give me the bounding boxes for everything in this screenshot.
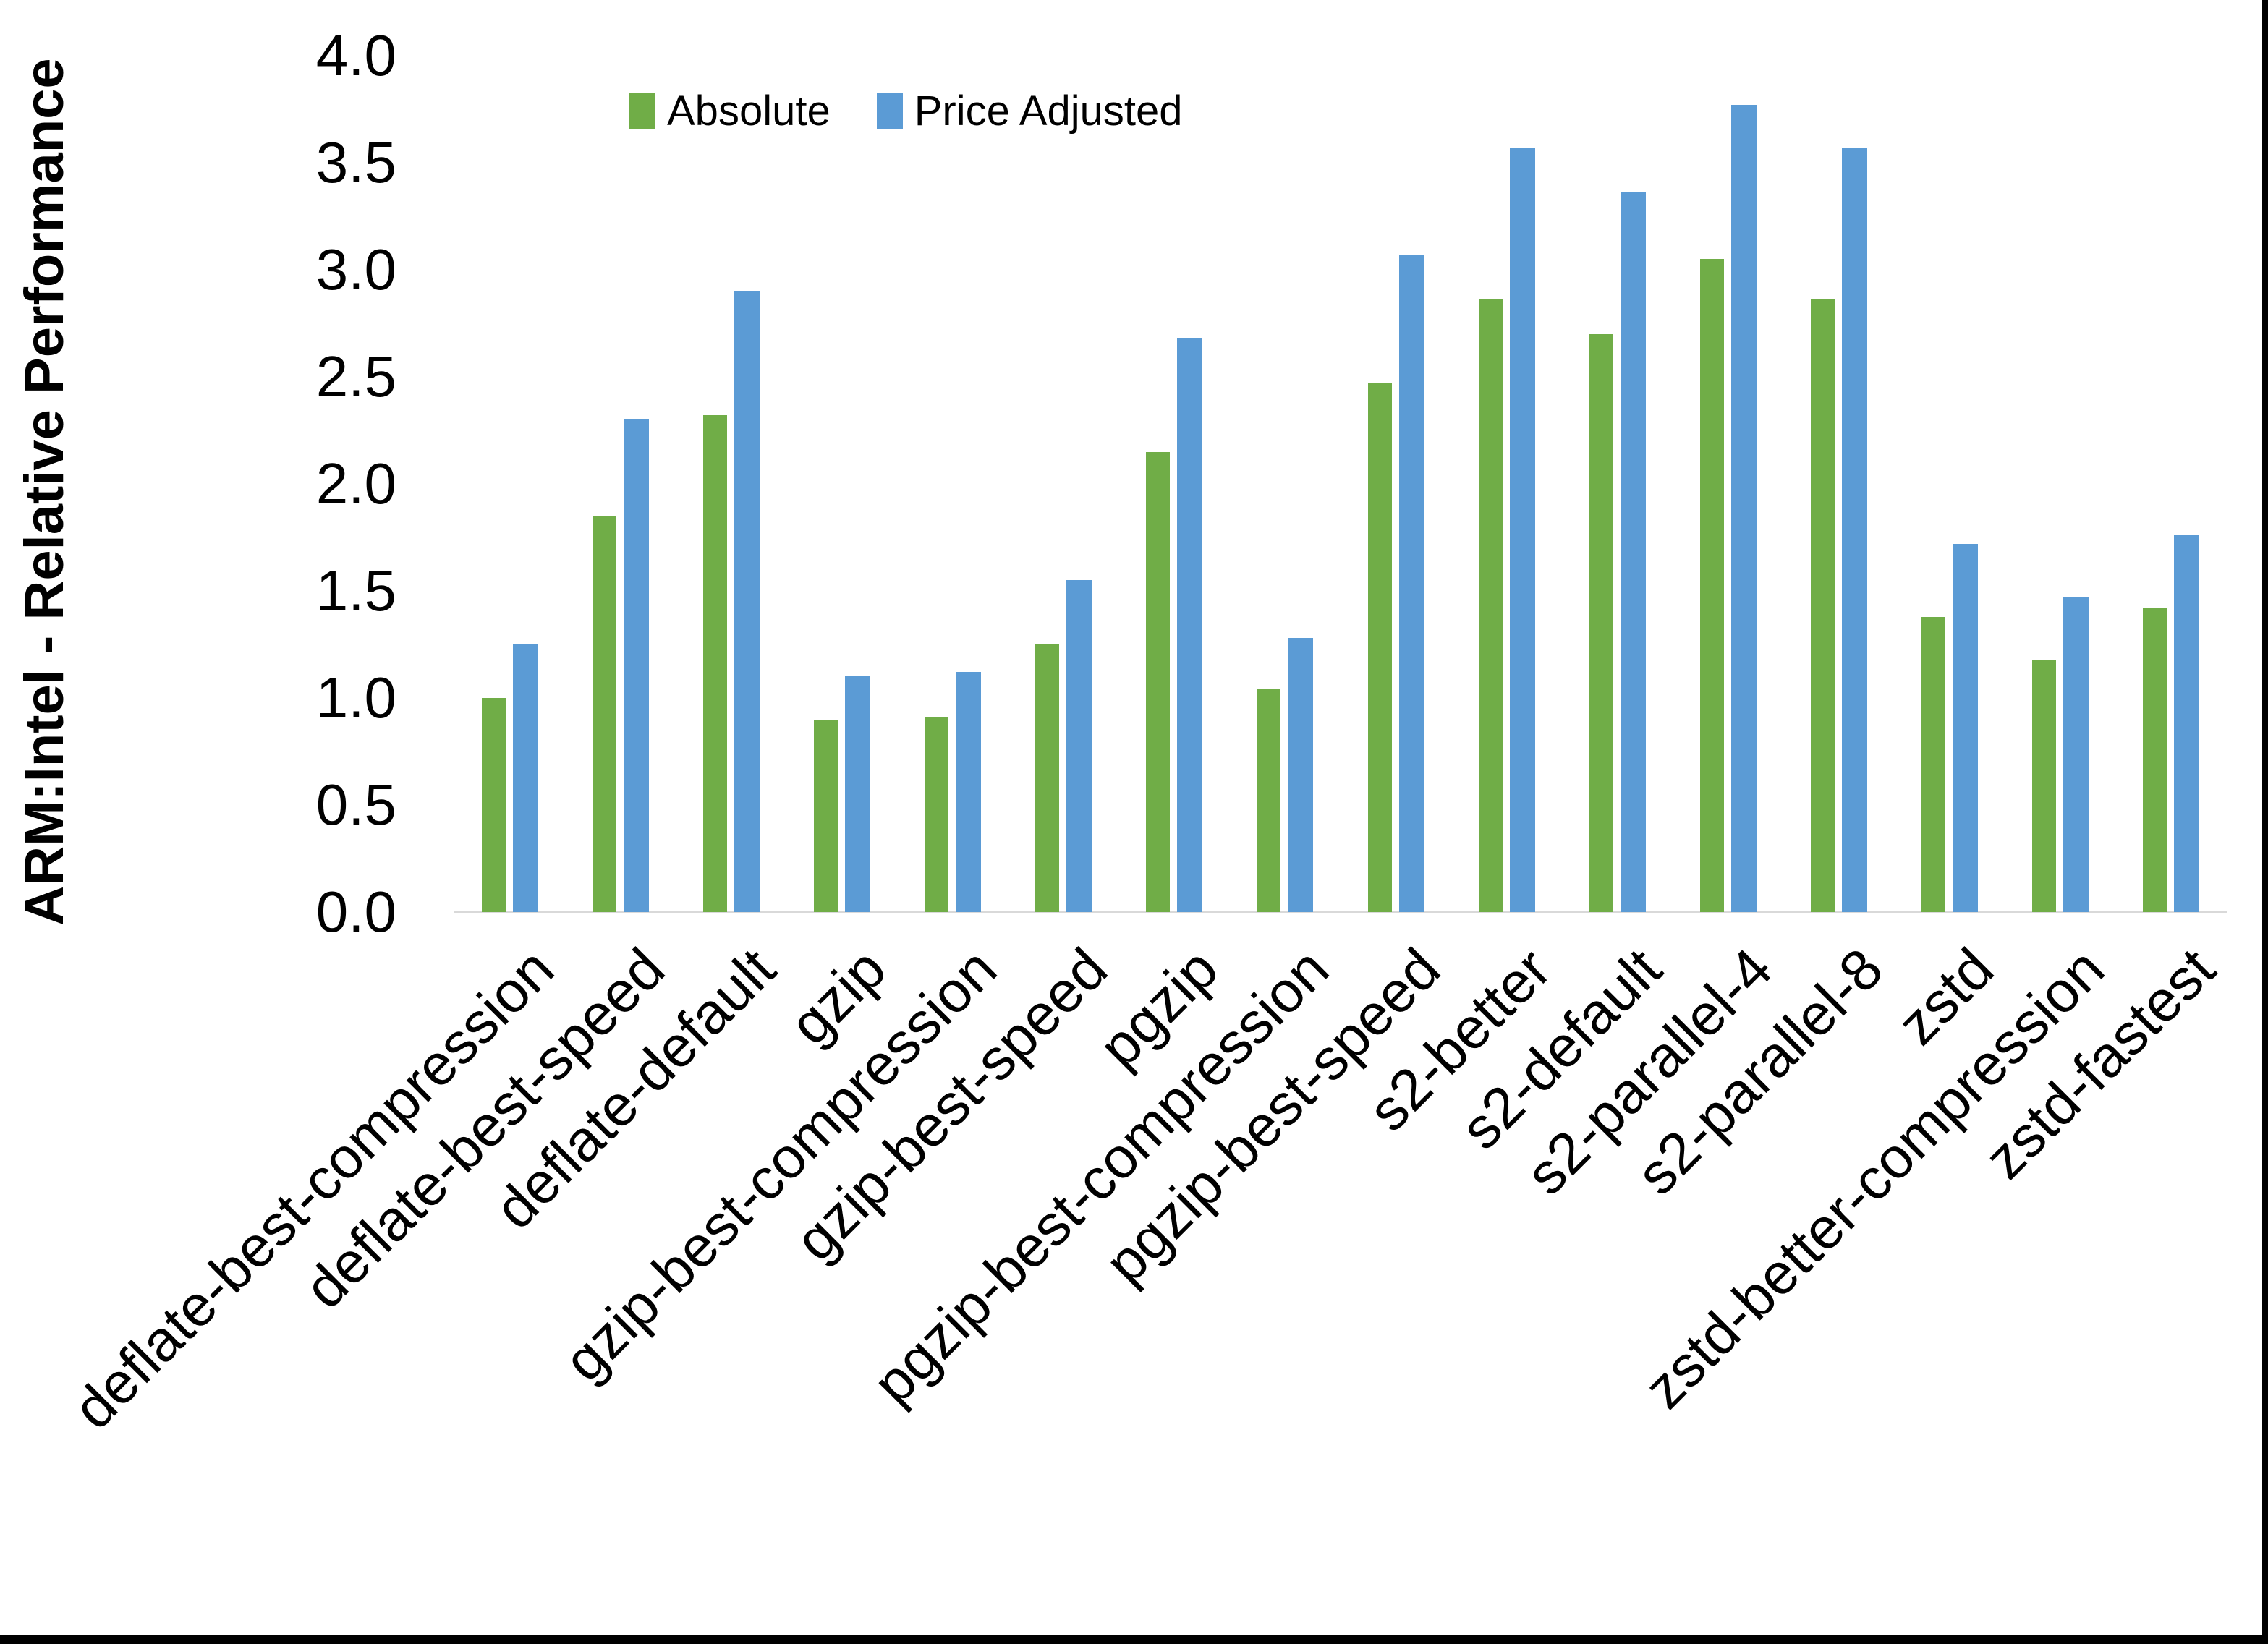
bar-absolute [1035, 644, 1060, 912]
y-axis-tick-label: 2.5 [315, 344, 396, 409]
bar-group [454, 56, 565, 912]
bar-group [1230, 56, 1341, 912]
legend-item-absolute: Absolute [629, 87, 831, 135]
bar-group [1673, 56, 1783, 912]
bar-absolute [1146, 451, 1171, 912]
bar-absolute [813, 719, 838, 912]
bar-group [565, 56, 676, 912]
y-axis-tick-label: 0.5 [315, 772, 396, 837]
legend-swatch-price-adjusted [876, 93, 903, 129]
y-axis-tick-label: 4.0 [315, 23, 396, 88]
bar-group [1341, 56, 1451, 912]
y-axis-title: ARM:Intel - Relative Performance [14, 58, 75, 926]
y-axis-tick-label: 0.0 [315, 880, 396, 944]
bar-group [1451, 56, 1562, 912]
bar-group [1895, 56, 2005, 912]
bar-group [1119, 56, 1230, 912]
legend-swatch-absolute [629, 93, 655, 129]
bar-price-adjusted [1509, 148, 1535, 912]
legend-label-absolute: Absolute [667, 88, 831, 135]
legend: Absolute Price Adjusted [629, 87, 1183, 135]
bar-absolute [1699, 259, 1724, 912]
legend-item-price-adjusted: Price Adjusted [876, 87, 1183, 135]
bar-absolute [1921, 616, 1946, 912]
bar-price-adjusted [1842, 148, 1868, 912]
bar-absolute [1367, 383, 1392, 912]
bar-group [898, 56, 1008, 912]
bar-group [676, 56, 786, 912]
bar-absolute [925, 717, 949, 912]
bar-price-adjusted [1730, 105, 1757, 912]
y-axis-tick-label: 1.0 [315, 665, 396, 730]
y-axis-tick-label: 2.0 [315, 451, 396, 516]
bar-group [1562, 56, 1673, 912]
bar-absolute [1589, 333, 1613, 912]
bar-price-adjusted [956, 672, 982, 912]
x-axis-line [454, 911, 2227, 913]
plot-area [454, 56, 2227, 912]
bar-absolute [2143, 608, 2167, 912]
bar-absolute [702, 415, 727, 912]
bar-price-adjusted [623, 419, 649, 912]
bar-price-adjusted [1288, 638, 1314, 912]
bar-price-adjusted [2063, 597, 2089, 912]
bar-price-adjusted [1620, 192, 1646, 912]
bar-group [2005, 56, 2116, 912]
bar-price-adjusted [1066, 580, 1092, 912]
bar-absolute [1478, 299, 1503, 912]
bar-price-adjusted [734, 291, 760, 912]
bar-absolute [592, 516, 616, 912]
legend-label-price-adjusted: Price Adjusted [914, 88, 1183, 135]
bar-absolute [481, 698, 506, 912]
y-axis-tick-label: 1.5 [315, 558, 396, 623]
bar-price-adjusted [1177, 338, 1203, 912]
y-axis-tick-label: 3.5 [315, 130, 396, 195]
bar-absolute [1811, 299, 1835, 912]
bar-group [1008, 56, 1119, 912]
bar-price-adjusted [512, 644, 538, 912]
bar-group [786, 56, 897, 912]
bar-price-adjusted [844, 676, 870, 912]
bar-absolute [1257, 689, 1281, 912]
y-axis-tick-label: 3.0 [315, 237, 396, 302]
bar-absolute [2032, 659, 2057, 912]
bar-price-adjusted [1953, 543, 1979, 912]
bar-price-adjusted [1398, 255, 1424, 912]
bar-price-adjusted [2174, 535, 2200, 912]
bar-group [1784, 56, 1895, 912]
bar-group [2116, 56, 2227, 912]
